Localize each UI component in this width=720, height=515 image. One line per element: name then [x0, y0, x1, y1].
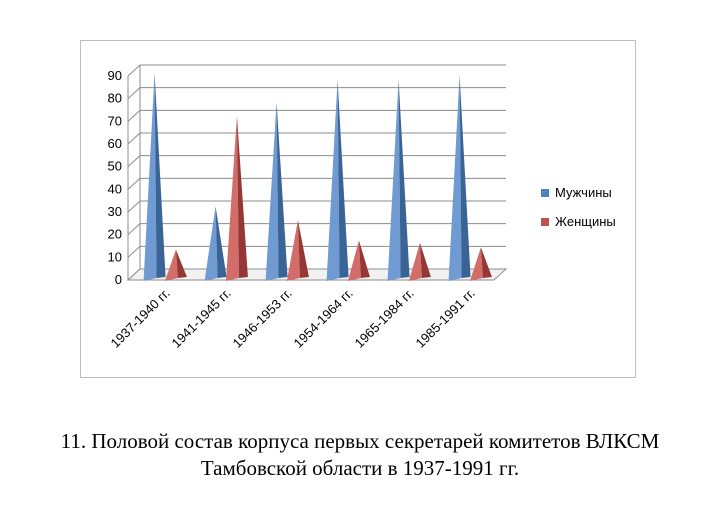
y-axis-ticks: 0 10 20 30 40 50 60 70 80 90 — [108, 68, 122, 287]
x-tick-label: 1954-1964 гг. — [291, 286, 356, 351]
y-tick-label: 80 — [108, 91, 122, 106]
gridline-side — [127, 200, 141, 213]
pyramid-left-face — [286, 220, 300, 281]
pyramid-left-face — [225, 115, 239, 281]
pyramid-right-face — [459, 75, 471, 279]
pyramid-right-face — [358, 240, 370, 278]
gridline-side — [127, 87, 141, 100]
y-tick-label: 60 — [108, 136, 122, 151]
pyramid-left-face — [448, 75, 462, 282]
pyramid-right-face — [175, 249, 187, 278]
pyramid-left-face — [326, 79, 340, 281]
pyramid-left-face — [408, 242, 422, 281]
pyramid-right-face — [154, 72, 166, 279]
pyramid-right-face — [276, 102, 288, 278]
x-tick-label: 1937-1940 гг. — [108, 286, 173, 351]
chart-grid — [126, 64, 508, 281]
figure-caption: 11. Половой состав корпуса первых секрет… — [0, 428, 720, 482]
pyramid-right-face — [337, 79, 349, 278]
caption-line-1: 11. Половой состав корпуса первых секрет… — [60, 429, 660, 453]
caption-line-2: Тамбовской области в 1937-1991 гг. — [200, 456, 520, 480]
x-tick-label: 1946-1953 гг. — [230, 286, 295, 351]
x-tick-label: 1985-1991 гг. — [413, 286, 478, 351]
gridline-side — [127, 177, 141, 190]
gridline-side — [127, 132, 141, 145]
x-axis-ticks: 1937-1940 гг.1941-1945 гг.1946-1953 гг.1… — [108, 286, 478, 351]
pyramid-left-face — [469, 247, 483, 281]
pyramid-left-face — [204, 206, 218, 281]
pyramid-left-face — [347, 240, 361, 281]
y-tick-label: 90 — [108, 68, 122, 83]
y-tick-label: 30 — [108, 204, 122, 219]
y-tick-label: 20 — [108, 227, 122, 242]
pyramid-right-face — [419, 242, 431, 278]
pyramid-chart: 0 10 20 30 40 50 60 70 80 90 1937-1940 гг.1941-19… — [108, 64, 616, 351]
y-tick-label: 0 — [115, 272, 122, 287]
pyramid-left-face — [387, 79, 401, 281]
gridline-side — [127, 155, 141, 168]
pyramid-left-face — [265, 102, 279, 281]
legend-swatch — [541, 218, 549, 226]
legend-label: Женщины — [555, 214, 616, 229]
legend-swatch — [541, 189, 549, 197]
legend-label: Мужчины — [555, 185, 612, 200]
x-tick-label: 1941-1945 гг. — [169, 286, 234, 351]
pyramid-right-face — [297, 220, 309, 278]
gridline-side — [127, 245, 141, 258]
gridline-side — [127, 64, 141, 77]
x-tick-label: 1965-1984 гг. — [352, 286, 417, 351]
chart-series — [143, 72, 492, 282]
y-tick-label: 10 — [108, 249, 122, 264]
y-tick-label: 40 — [108, 181, 122, 196]
pyramid-right-face — [480, 247, 492, 278]
pyramid-right-face — [215, 206, 227, 278]
pyramid-right-face — [236, 115, 248, 278]
y-tick-label: 50 — [108, 159, 122, 174]
y-tick-label: 70 — [108, 113, 122, 128]
gridline-side — [127, 223, 141, 236]
pyramid-left-face — [164, 249, 178, 281]
pyramid-left-face — [143, 72, 157, 282]
pyramid-right-face — [398, 79, 410, 278]
chart-legend: Мужчины Женщины — [541, 185, 616, 229]
gridline-side — [127, 109, 141, 122]
chart-frame — [80, 40, 636, 378]
